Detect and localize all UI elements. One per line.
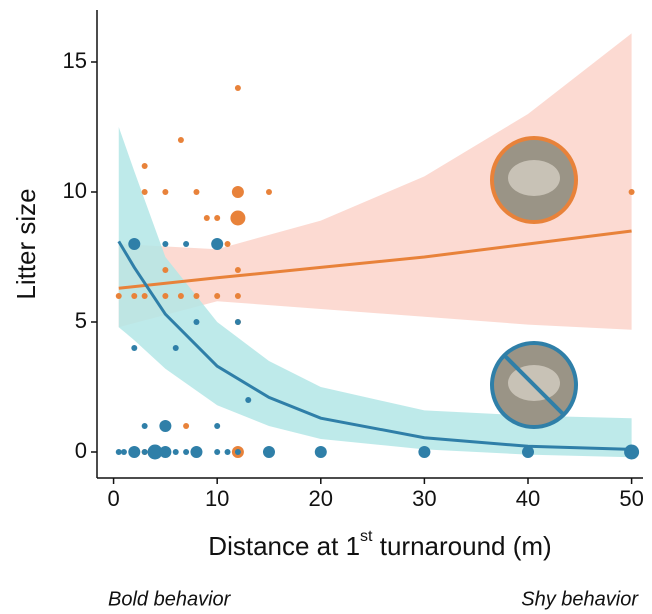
point bbox=[131, 293, 138, 299]
y-axis-label: Litter size bbox=[11, 188, 41, 299]
y-tick-label: 0 bbox=[75, 438, 87, 463]
animal-body bbox=[508, 160, 560, 196]
x-label-main: Distance at 1 bbox=[208, 531, 360, 561]
point bbox=[128, 446, 141, 458]
point bbox=[214, 215, 221, 221]
icon-orange bbox=[490, 136, 578, 224]
point bbox=[521, 446, 534, 458]
point bbox=[234, 319, 241, 325]
point bbox=[141, 189, 148, 195]
slash bbox=[503, 354, 565, 416]
x-tick-label: 0 bbox=[107, 486, 119, 511]
x-tick-label: 20 bbox=[309, 486, 333, 511]
point bbox=[628, 189, 635, 195]
point bbox=[224, 449, 231, 455]
point bbox=[193, 319, 200, 325]
point bbox=[141, 449, 148, 455]
point bbox=[128, 238, 141, 250]
point bbox=[172, 345, 179, 351]
point bbox=[159, 420, 172, 432]
point bbox=[211, 238, 224, 250]
x-tick-label: 50 bbox=[619, 486, 643, 511]
confidence-band bbox=[118, 33, 632, 330]
point bbox=[234, 449, 241, 455]
point bbox=[141, 163, 148, 169]
point bbox=[162, 241, 169, 247]
point bbox=[234, 267, 241, 273]
point bbox=[162, 189, 169, 195]
y-tick-label: 5 bbox=[75, 308, 87, 333]
marks bbox=[115, 85, 640, 460]
x-tick-label: 10 bbox=[205, 486, 229, 511]
point bbox=[214, 423, 221, 429]
point bbox=[183, 241, 190, 247]
point bbox=[214, 293, 221, 299]
point bbox=[115, 449, 122, 455]
point bbox=[234, 293, 241, 299]
point bbox=[193, 293, 200, 299]
point bbox=[120, 449, 127, 455]
point bbox=[172, 449, 179, 455]
point bbox=[230, 210, 246, 226]
point bbox=[624, 444, 640, 460]
point bbox=[177, 293, 184, 299]
confidence-band bbox=[118, 127, 632, 458]
fit-line bbox=[118, 229, 632, 290]
point bbox=[141, 293, 148, 299]
point bbox=[147, 444, 163, 460]
y-tick-label: 15 bbox=[63, 48, 87, 73]
point bbox=[418, 446, 431, 458]
point bbox=[162, 293, 169, 299]
point bbox=[159, 446, 172, 458]
x-tick-label: 30 bbox=[412, 486, 436, 511]
point bbox=[234, 85, 241, 91]
point bbox=[115, 293, 122, 299]
x-label-rest: turnaround (m) bbox=[373, 531, 552, 561]
x-label-sup: st bbox=[360, 528, 373, 545]
annotation: Shy behavior bbox=[521, 588, 639, 610]
fit-line bbox=[117, 240, 632, 451]
x-tick-label: 40 bbox=[516, 486, 540, 511]
point bbox=[183, 449, 190, 455]
point bbox=[190, 446, 203, 458]
point bbox=[183, 423, 190, 429]
x-axis-label: Distance at 1st turnaround (m) bbox=[208, 528, 551, 561]
point bbox=[245, 397, 252, 403]
point bbox=[262, 446, 275, 458]
point bbox=[141, 423, 148, 429]
point bbox=[162, 267, 169, 273]
point bbox=[193, 189, 200, 195]
bands bbox=[118, 33, 632, 458]
point bbox=[314, 446, 327, 458]
y-tick-label: 10 bbox=[63, 178, 87, 203]
icon-blue bbox=[490, 341, 578, 429]
point bbox=[131, 345, 138, 351]
point bbox=[177, 137, 184, 143]
point bbox=[214, 449, 221, 455]
point bbox=[265, 189, 272, 195]
point bbox=[203, 215, 210, 221]
annotation: Bold behavior bbox=[108, 588, 232, 610]
point bbox=[231, 186, 244, 198]
point bbox=[224, 241, 231, 247]
